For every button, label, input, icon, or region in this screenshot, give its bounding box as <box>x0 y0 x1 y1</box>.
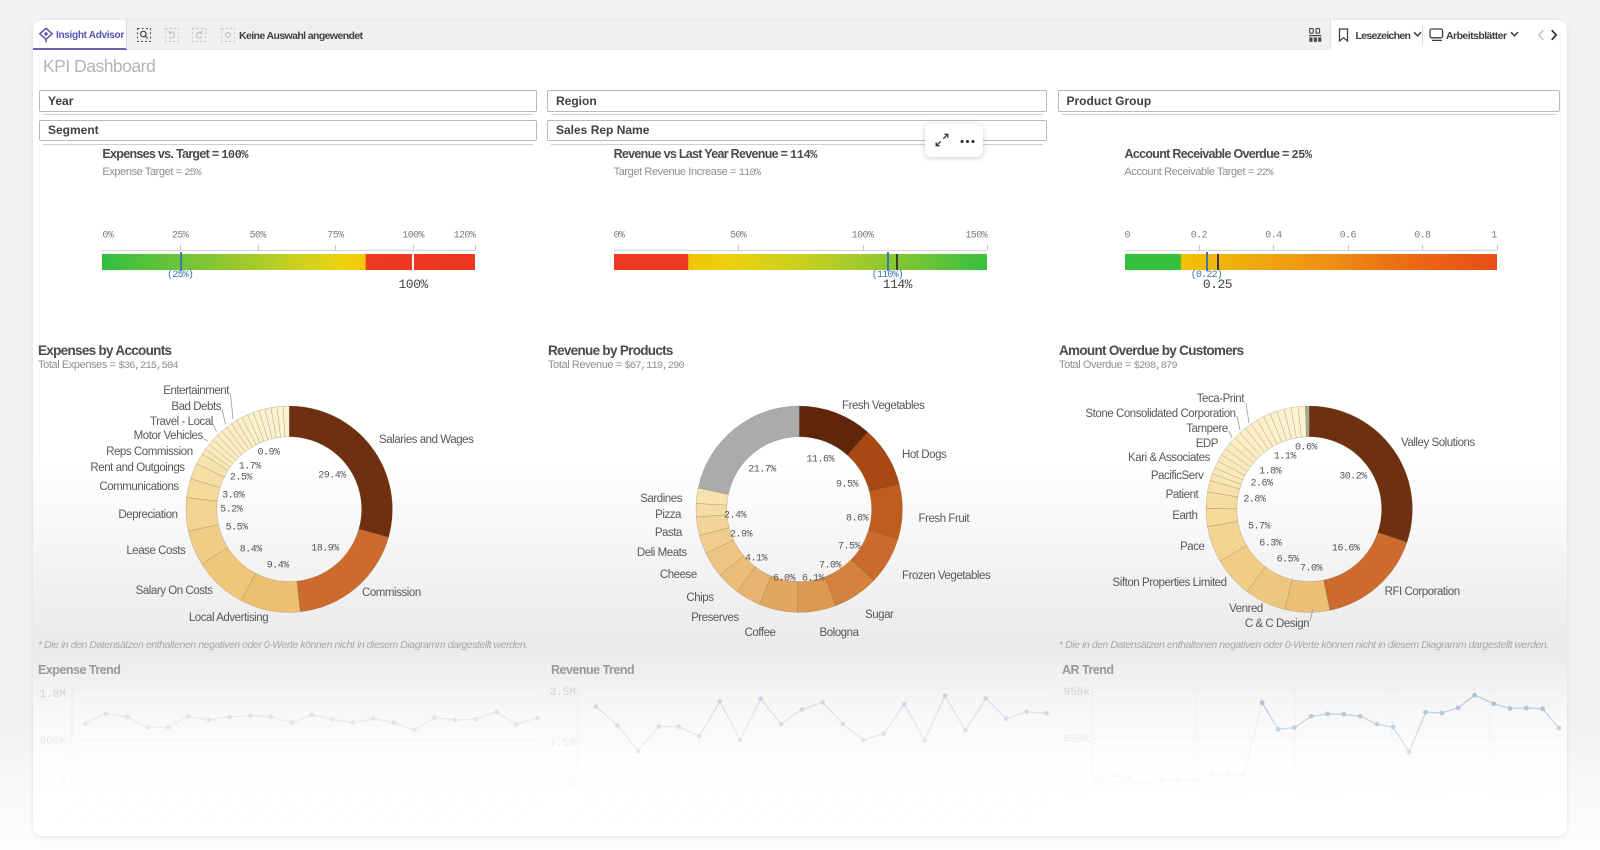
svg-text:1.5M: 1.5M <box>550 738 576 750</box>
svg-text:800k: 800k <box>40 736 67 748</box>
svg-text:0: 0 <box>59 778 66 790</box>
svg-text:350k: 350k <box>1064 785 1091 797</box>
svg-text:1/1/2017: 1/1/2017 <box>1491 786 1541 798</box>
svg-text:0: 0 <box>569 778 576 790</box>
svg-text:950k: 950k <box>1064 687 1091 699</box>
svg-text:1/1/2016: 1/1/2016 <box>1296 786 1346 798</box>
svg-text:7/1/2016: 7/1/2016 <box>1393 786 1443 798</box>
svg-text:650k: 650k <box>1064 734 1091 746</box>
svg-text:3.5M: 3.5M <box>550 687 576 699</box>
svg-text:1.8M: 1.8M <box>40 689 66 701</box>
svg-text:7/1/2015: 7/1/2015 <box>1198 786 1248 798</box>
